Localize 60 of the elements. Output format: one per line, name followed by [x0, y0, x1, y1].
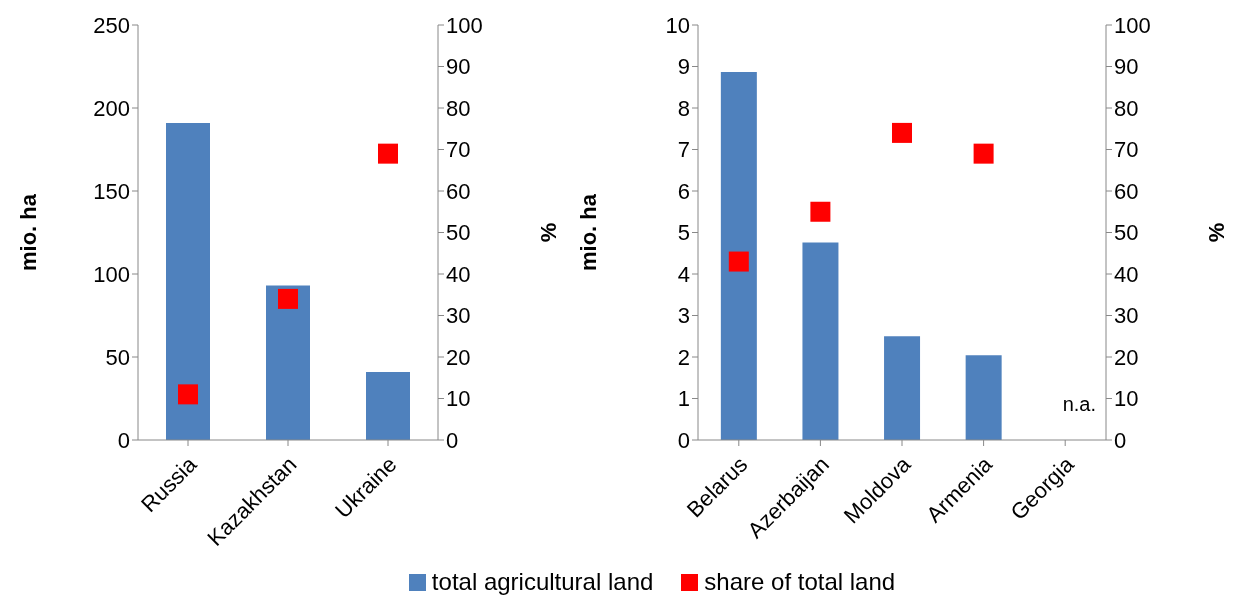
y2-tick-label: 30: [446, 303, 471, 329]
y-tick-label: 1: [677, 386, 690, 412]
y-tick-label: 7: [677, 137, 690, 163]
y-tick-label: 4: [677, 261, 690, 287]
y-tick-label: 250: [93, 12, 130, 38]
y2-tick-label: 50: [446, 220, 471, 246]
y2-tick-label: 50: [1114, 220, 1139, 246]
y-tick-label: 100: [93, 261, 130, 287]
y2-tick-label: 70: [1114, 137, 1139, 163]
y2-tick-label: 100: [446, 12, 483, 38]
y-tick-label: 9: [677, 54, 690, 80]
y2-tick-label: 0: [446, 427, 459, 453]
point: [378, 143, 398, 164]
y2-tick-label: 80: [1114, 95, 1139, 121]
y-tick-label: 10: [665, 12, 690, 38]
bar: [802, 242, 839, 440]
bar: [366, 371, 410, 440]
point: [728, 251, 749, 272]
y-axis-title: mio. ha: [575, 193, 601, 272]
y2-tick-label: 40: [446, 261, 471, 287]
legend-label: total agricultural land: [430, 568, 654, 596]
bar: [166, 122, 210, 440]
y2-tick-label: 60: [1114, 178, 1139, 204]
y2-tick-label: 90: [446, 54, 471, 80]
y2-tick-label: 20: [1114, 344, 1139, 370]
y-tick-label: 50: [105, 344, 130, 370]
bar: [884, 336, 921, 440]
y-tick-label: 200: [93, 95, 130, 121]
point: [278, 288, 298, 309]
point: [892, 122, 912, 143]
y2-tick-label: 0: [1114, 427, 1127, 453]
y-tick-label: 3: [677, 303, 690, 329]
bar: [720, 71, 757, 440]
y2-tick-label: 80: [446, 95, 471, 121]
y2-axis-title: %: [1203, 222, 1229, 243]
bar: [266, 285, 310, 440]
y2-tick-label: 60: [446, 178, 471, 204]
y-tick-label: 8: [677, 95, 690, 121]
bar: [965, 355, 1002, 440]
point: [810, 201, 831, 222]
y2-tick-label: 90: [1114, 54, 1139, 80]
annotation: n.a.: [1062, 393, 1096, 416]
y-tick-label: 0: [117, 427, 130, 453]
y-tick-label: 0: [677, 427, 690, 453]
y-tick-label: 2: [677, 344, 690, 370]
y2-axis-title: %: [535, 222, 561, 243]
y2-tick-label: 70: [446, 137, 471, 163]
y2-tick-label: 100: [1114, 12, 1151, 38]
legend-label: share of total land: [703, 568, 896, 596]
y-axis-title: mio. ha: [15, 193, 41, 272]
y2-tick-label: 10: [446, 386, 471, 412]
point: [973, 143, 994, 164]
y-tick-label: 150: [93, 178, 130, 204]
y2-tick-label: 10: [1114, 386, 1139, 412]
y-tick-label: 5: [677, 220, 690, 246]
y2-tick-label: 20: [446, 344, 471, 370]
y2-tick-label: 40: [1114, 261, 1139, 287]
point: [178, 384, 198, 405]
y-tick-label: 6: [677, 178, 690, 204]
y2-tick-label: 30: [1114, 303, 1139, 329]
